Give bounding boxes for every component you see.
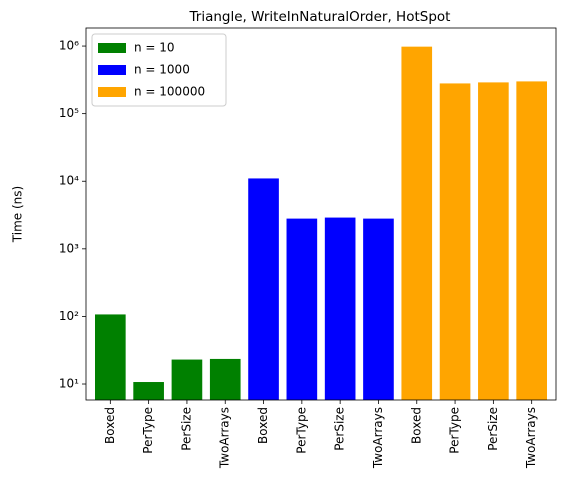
x-tick-label: PerSize <box>486 407 500 451</box>
legend-swatch <box>98 87 126 97</box>
x-tick-label: Boxed <box>256 407 270 444</box>
bar <box>439 83 471 400</box>
y-tick-label: 10⁴ <box>59 174 79 188</box>
y-tick-label: 10⁵ <box>59 106 79 120</box>
x-tick-label: PerSize <box>333 407 347 451</box>
y-axis-label: Time (ns) <box>11 186 25 243</box>
x-tick-label: PerType <box>294 407 308 454</box>
bar <box>516 81 547 401</box>
plot-frame <box>85 27 557 401</box>
legend-label: n = 100000 <box>134 85 205 99</box>
y-tick-label: 10³ <box>59 241 79 255</box>
x-tick-label: PerType <box>448 407 462 454</box>
x-tick-label: TwoArrays <box>218 407 232 469</box>
bar <box>133 382 164 400</box>
bar <box>171 359 203 400</box>
legend-label: n = 10 <box>134 41 175 55</box>
legend-label: n = 1000 <box>134 63 190 77</box>
y-tick-label: 10¹ <box>59 377 79 391</box>
x-tick-label: PerType <box>141 407 155 454</box>
legend-swatch <box>98 65 126 75</box>
legend-swatch <box>98 43 126 53</box>
bar <box>95 314 126 400</box>
bar <box>324 217 356 400</box>
x-tick-label: PerSize <box>179 407 193 451</box>
x-tick-label: Boxed <box>409 407 423 444</box>
bar <box>248 178 279 400</box>
x-tick-label: TwoArrays <box>524 407 538 469</box>
bar <box>478 82 509 400</box>
x-tick-label: Boxed <box>103 407 117 444</box>
chart-title: Triangle, WriteInNaturalOrder, HotSpot <box>189 9 451 25</box>
y-tick-label: 10² <box>59 309 79 323</box>
bar <box>363 218 394 400</box>
x-tick-label: TwoArrays <box>371 407 385 469</box>
bar <box>401 46 433 400</box>
bar <box>209 358 241 400</box>
y-tick-label: 10⁶ <box>59 39 79 53</box>
bar <box>286 218 318 400</box>
